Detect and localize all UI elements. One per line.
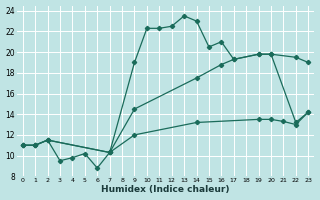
X-axis label: Humidex (Indice chaleur): Humidex (Indice chaleur) — [101, 185, 230, 194]
